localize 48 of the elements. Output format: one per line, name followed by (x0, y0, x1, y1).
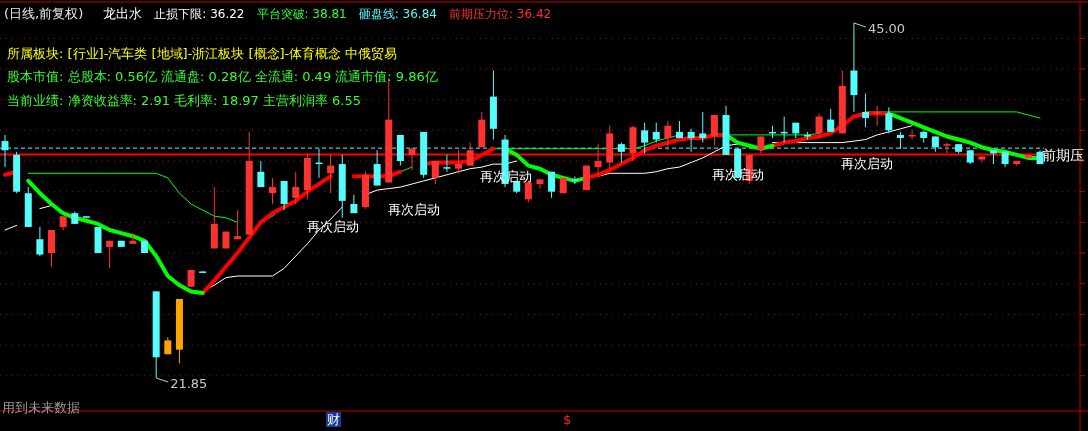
candlestick (652, 122, 660, 144)
chart-title: (日线,前复权) (4, 6, 84, 21)
candlestick (664, 120, 672, 151)
extreme-label: 45.00 (853, 21, 906, 36)
candlestick (827, 108, 835, 133)
candlestick (257, 160, 265, 188)
candlestick (129, 232, 137, 245)
candlestick (466, 142, 474, 167)
annotation: 再次启动 (841, 156, 893, 171)
candlestick (699, 111, 707, 144)
extreme-label: 21.85 (155, 376, 208, 391)
candlestick (431, 160, 439, 185)
candlestick (943, 142, 951, 154)
candlestick (48, 229, 56, 268)
annotation: 当前业绩: 净资收益率: 2.91 毛利率: 18.97 主营利润率 6.55 (7, 93, 362, 108)
annotation: 45.00 (867, 21, 906, 36)
candlestick (455, 149, 463, 174)
candlestick (36, 226, 44, 257)
candlestick (408, 146, 416, 171)
candlestick (373, 149, 381, 187)
text: $ (563, 412, 572, 427)
candlestick (885, 106, 893, 134)
candlestick (862, 93, 870, 128)
annotation: 所属板块: [行业]-汽车类 [地域]-浙江板块 [概念]-体育概念 中俄贸易 (7, 46, 398, 61)
text: 止损下限: 36.22 (154, 7, 245, 21)
ref-line-label: 前期压 (1042, 146, 1084, 163)
candlestick (443, 154, 451, 173)
text: 财 (327, 412, 340, 427)
text: 砸盘线: 36.84 (358, 7, 437, 21)
candlestick (710, 114, 718, 147)
candlestick (327, 154, 335, 194)
candlestick (536, 178, 544, 190)
chart-subtitle: 龙出水 (103, 6, 143, 21)
text: 前期压力位: 36.42 (448, 7, 552, 21)
candlestick (815, 112, 823, 139)
candlestick (292, 171, 300, 205)
candlestick (978, 155, 986, 164)
annotation: 再次启动 (307, 219, 359, 234)
candlestick (268, 177, 276, 205)
annotation: 21.85 (170, 376, 208, 391)
candlestick (594, 143, 602, 176)
annotation: 再次启动 (388, 202, 440, 217)
candlestick (106, 240, 114, 269)
candlestick (548, 171, 556, 199)
annotation: 股本市值: 总股本: 0.56亿 流通盘: 0.28亿 全流通: 0.49 流通市值: 9.86亿 (7, 69, 438, 84)
text: 平台突破: 38.81 (256, 7, 347, 21)
candlestick (234, 209, 242, 240)
candlestick (280, 180, 288, 211)
